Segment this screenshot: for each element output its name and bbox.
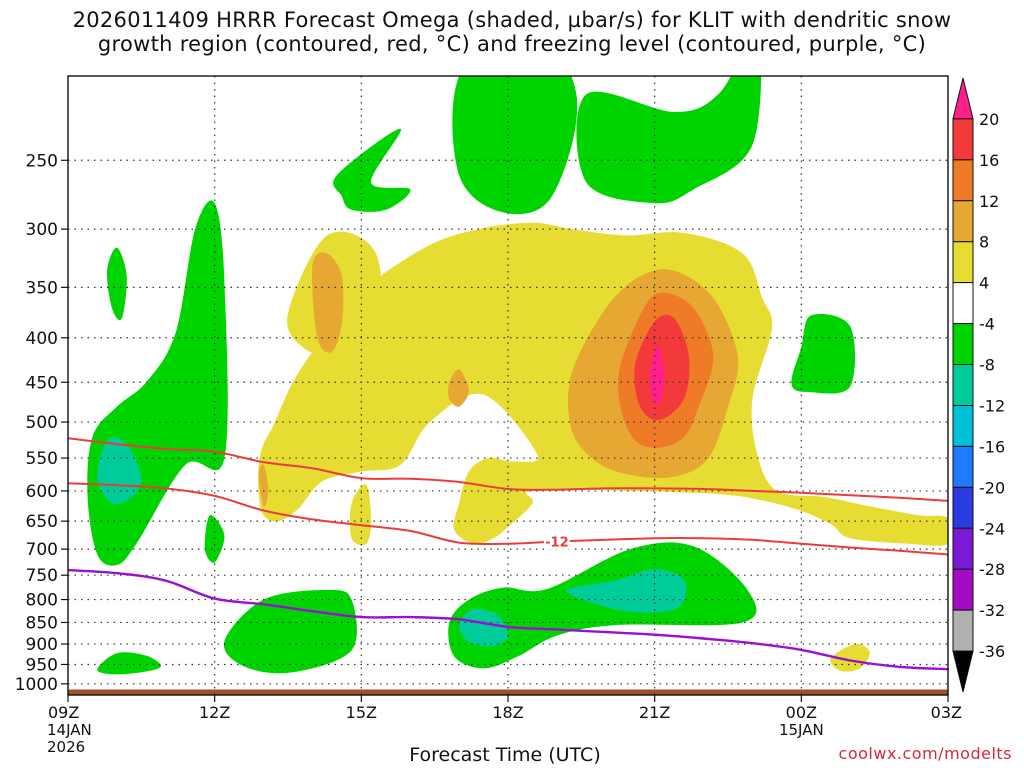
dendritic-label: -12 [545, 536, 569, 551]
colorbar-swatch-1 [952, 118, 974, 161]
credit-link[interactable]: coolwx.com/modelts [838, 744, 1012, 763]
y-tick-label-350: 350 [26, 278, 58, 298]
colorbar-label-7: -12 [979, 396, 1005, 415]
colorbar-swatch-11 [952, 527, 974, 570]
colorbar-label-4: 4 [979, 274, 989, 293]
x-tick-label-21Z: 21Z [639, 703, 670, 722]
colorbar-swatch-5 [952, 282, 974, 325]
y-tick-label-1000: 1000 [15, 675, 58, 695]
colorbar-label-6: -8 [979, 356, 995, 375]
x-date-label-15JAN: 15JAN [779, 721, 824, 739]
colorbar-label-11: -28 [979, 560, 1005, 579]
omega-region-19 [448, 369, 469, 407]
omega-region-10 [97, 437, 142, 505]
omega-region-16 [830, 643, 870, 672]
x-tick-label-03Z: 03Z [931, 703, 962, 722]
dendritic-contour-1 [68, 437, 948, 502]
y-tick-label-850: 850 [26, 613, 58, 633]
colorbar-swatch-14 [952, 650, 974, 693]
y-tick-label-500: 500 [26, 413, 58, 433]
colorbar-swatch-0 [952, 77, 974, 120]
colorbar-swatch-4 [952, 241, 974, 284]
chart-title-line2: growth region (contoured, red, °C) and f… [97, 32, 927, 56]
chart-title-line1: 2026011409 HRRR Forecast Omega (shaded, … [72, 8, 952, 32]
plot-area: -12 [68, 76, 948, 695]
colorbar-label-5: -4 [979, 315, 995, 334]
colorbar-swatch-13 [952, 609, 974, 652]
colorbar-label-9: -20 [979, 478, 1005, 497]
y-tick-label-950: 950 [26, 655, 58, 675]
colorbar-label-1: 16 [979, 151, 999, 170]
omega-region-2 [333, 128, 411, 212]
colorbar-swatch-3 [952, 200, 974, 243]
omega-region-11 [459, 608, 509, 647]
y-tick-label-300: 300 [26, 220, 58, 240]
y-tick-label-600: 600 [26, 482, 58, 502]
freezing-level-line [68, 568, 948, 671]
omega-region-7 [223, 589, 357, 674]
colorbar-label-2: 12 [979, 192, 999, 211]
colorbar-swatch-2 [952, 159, 974, 202]
x-tick-label-18Z: 18Z [492, 703, 523, 722]
chart-title: 2026011409 HRRR Forecast Omega (shaded, … [0, 8, 1024, 56]
omega-region-23 [649, 345, 665, 405]
ground-band [68, 689, 948, 695]
y-tick-label-450: 450 [26, 373, 58, 393]
x-year-label: 2026 [47, 738, 85, 756]
colorbar-label-3: 8 [979, 233, 989, 252]
colorbar-label-13: -36 [979, 642, 1005, 661]
colorbar: 20 16 12 8 4 -4 -8 -12 -16 -20 -24 -28 -32 -36 [952, 77, 1005, 693]
omega-region-15 [349, 484, 372, 546]
y-tick-label-800: 800 [26, 591, 58, 611]
y-tick-label-750: 750 [26, 566, 58, 586]
colorbar-swatch-9 [952, 445, 974, 488]
omega-region-18 [311, 252, 344, 353]
x-tick-label-15Z: 15Z [346, 703, 377, 722]
colorbar-label-10: -24 [979, 519, 1005, 538]
colorbar-label-8: -16 [979, 437, 1005, 456]
colorbar-label-0: 20 [979, 110, 999, 129]
colorbar-swatch-10 [952, 486, 974, 529]
colorbar-swatch-7 [952, 364, 974, 406]
colorbar-swatch-8 [952, 404, 974, 447]
dendritic-label-bg [543, 533, 570, 550]
x-tick-label-12Z: 12Z [199, 703, 230, 722]
omega-region-9 [97, 652, 161, 675]
omega-region-4 [576, 76, 762, 204]
y-tick-label-250: 250 [26, 151, 58, 171]
colorbar-swatch-12 [952, 568, 974, 611]
y-tick-label-650: 650 [26, 512, 58, 532]
y-tick-label-900: 900 [26, 635, 58, 655]
x-tick-label-09Z: 09Z [48, 703, 79, 722]
y-tick-label-550: 550 [26, 449, 58, 469]
y-tick-label-400: 400 [26, 329, 58, 349]
omega-region-3 [452, 76, 578, 215]
omega-region-1 [106, 247, 127, 321]
omega-region-5 [791, 313, 856, 394]
x-date-label-14JAN: 14JAN [47, 721, 92, 739]
colorbar-swatch-6 [952, 323, 974, 366]
dendritic-contour-0 [68, 482, 948, 556]
x-tick-label-00Z: 00Z [786, 703, 817, 722]
omega-region-20 [258, 464, 269, 507]
x-axis-label: Forecast Time (UTC) [409, 744, 601, 766]
colorbar-label-12: -32 [979, 601, 1005, 620]
y-tick-label-700: 700 [26, 540, 58, 560]
omega-region-12 [566, 569, 687, 613]
